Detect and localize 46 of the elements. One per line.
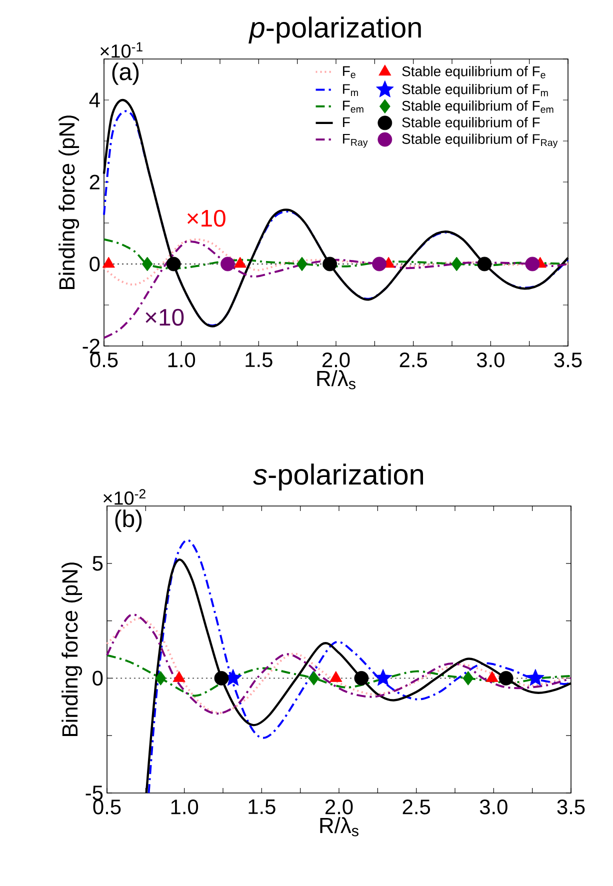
line-series: [106, 654, 572, 697]
annotation: ×10: [187, 210, 226, 227]
y-axis-title: Binding force (pN): [62, 562, 82, 736]
x-tick-label: 2.0: [322, 352, 350, 368]
annotation: (a): [112, 62, 139, 85]
x-tick-label: 2.5: [400, 352, 427, 368]
y-tick-label: 4: [89, 92, 100, 108]
x-tick-label: 2.5: [402, 800, 430, 814]
legend-label: F: [343, 117, 350, 127]
y-tick-label: 0: [92, 670, 103, 686]
y-axis-title: Binding force (pN): [58, 116, 80, 290]
x-tick-label: 3.5: [557, 800, 585, 814]
y-tick-label: 2: [90, 174, 100, 190]
legend-label: F$_{m}$: [343, 84, 358, 96]
legend-label: Stable equilibrium of F: [402, 117, 540, 130]
y-tick-label: -2: [82, 338, 100, 354]
annotation: ×10: [146, 308, 184, 326]
legend-label: F$_{em}$: [343, 100, 364, 113]
x-tick-label: 3.0: [476, 352, 504, 368]
text: ×10$^{-2}$: [104, 489, 146, 505]
legend-label: Stable equilibrium of F$_{m}$: [402, 84, 548, 97]
legend-label: F$_{e}$: [343, 66, 356, 78]
annotation: (b): [115, 510, 142, 532]
y-tick-label: 0: [90, 256, 100, 272]
line-series: [103, 238, 570, 286]
x-axis-title: R/λ$_{s}$: [320, 817, 358, 836]
y-tick-label: 5: [92, 556, 103, 571]
chart-title: s-polarization: [253, 464, 423, 491]
x-tick-label: 0.5: [93, 800, 121, 814]
x-tick-label: 1.5: [248, 800, 276, 814]
x-tick-label: 1.0: [171, 800, 198, 814]
legend-label: Stable equilibrium of F$_{em}$: [402, 100, 554, 114]
chart-title: p-polarization: [248, 16, 421, 44]
legend-label: F$_{Ray}$: [343, 134, 368, 148]
text: ×10$^{-1}$: [100, 42, 142, 58]
legend-label: Stable equilibrium of F$_{Ray}$: [402, 134, 558, 148]
x-tick-label: 3.5: [554, 352, 582, 368]
x-axis-title: R/λ$_{s}$: [317, 370, 356, 390]
line-series: [103, 240, 570, 339]
x-tick-label: 0.5: [90, 352, 118, 368]
x-tick-label: 1.5: [246, 352, 272, 368]
x-tick-label: 2.0: [326, 800, 353, 814]
x-tick-label: 1.0: [168, 352, 196, 368]
x-tick-label: 3.0: [480, 800, 508, 814]
legend-label: Stable equilibrium of F$_{e}$: [402, 66, 546, 80]
y-tick-label: -5: [86, 786, 103, 800]
